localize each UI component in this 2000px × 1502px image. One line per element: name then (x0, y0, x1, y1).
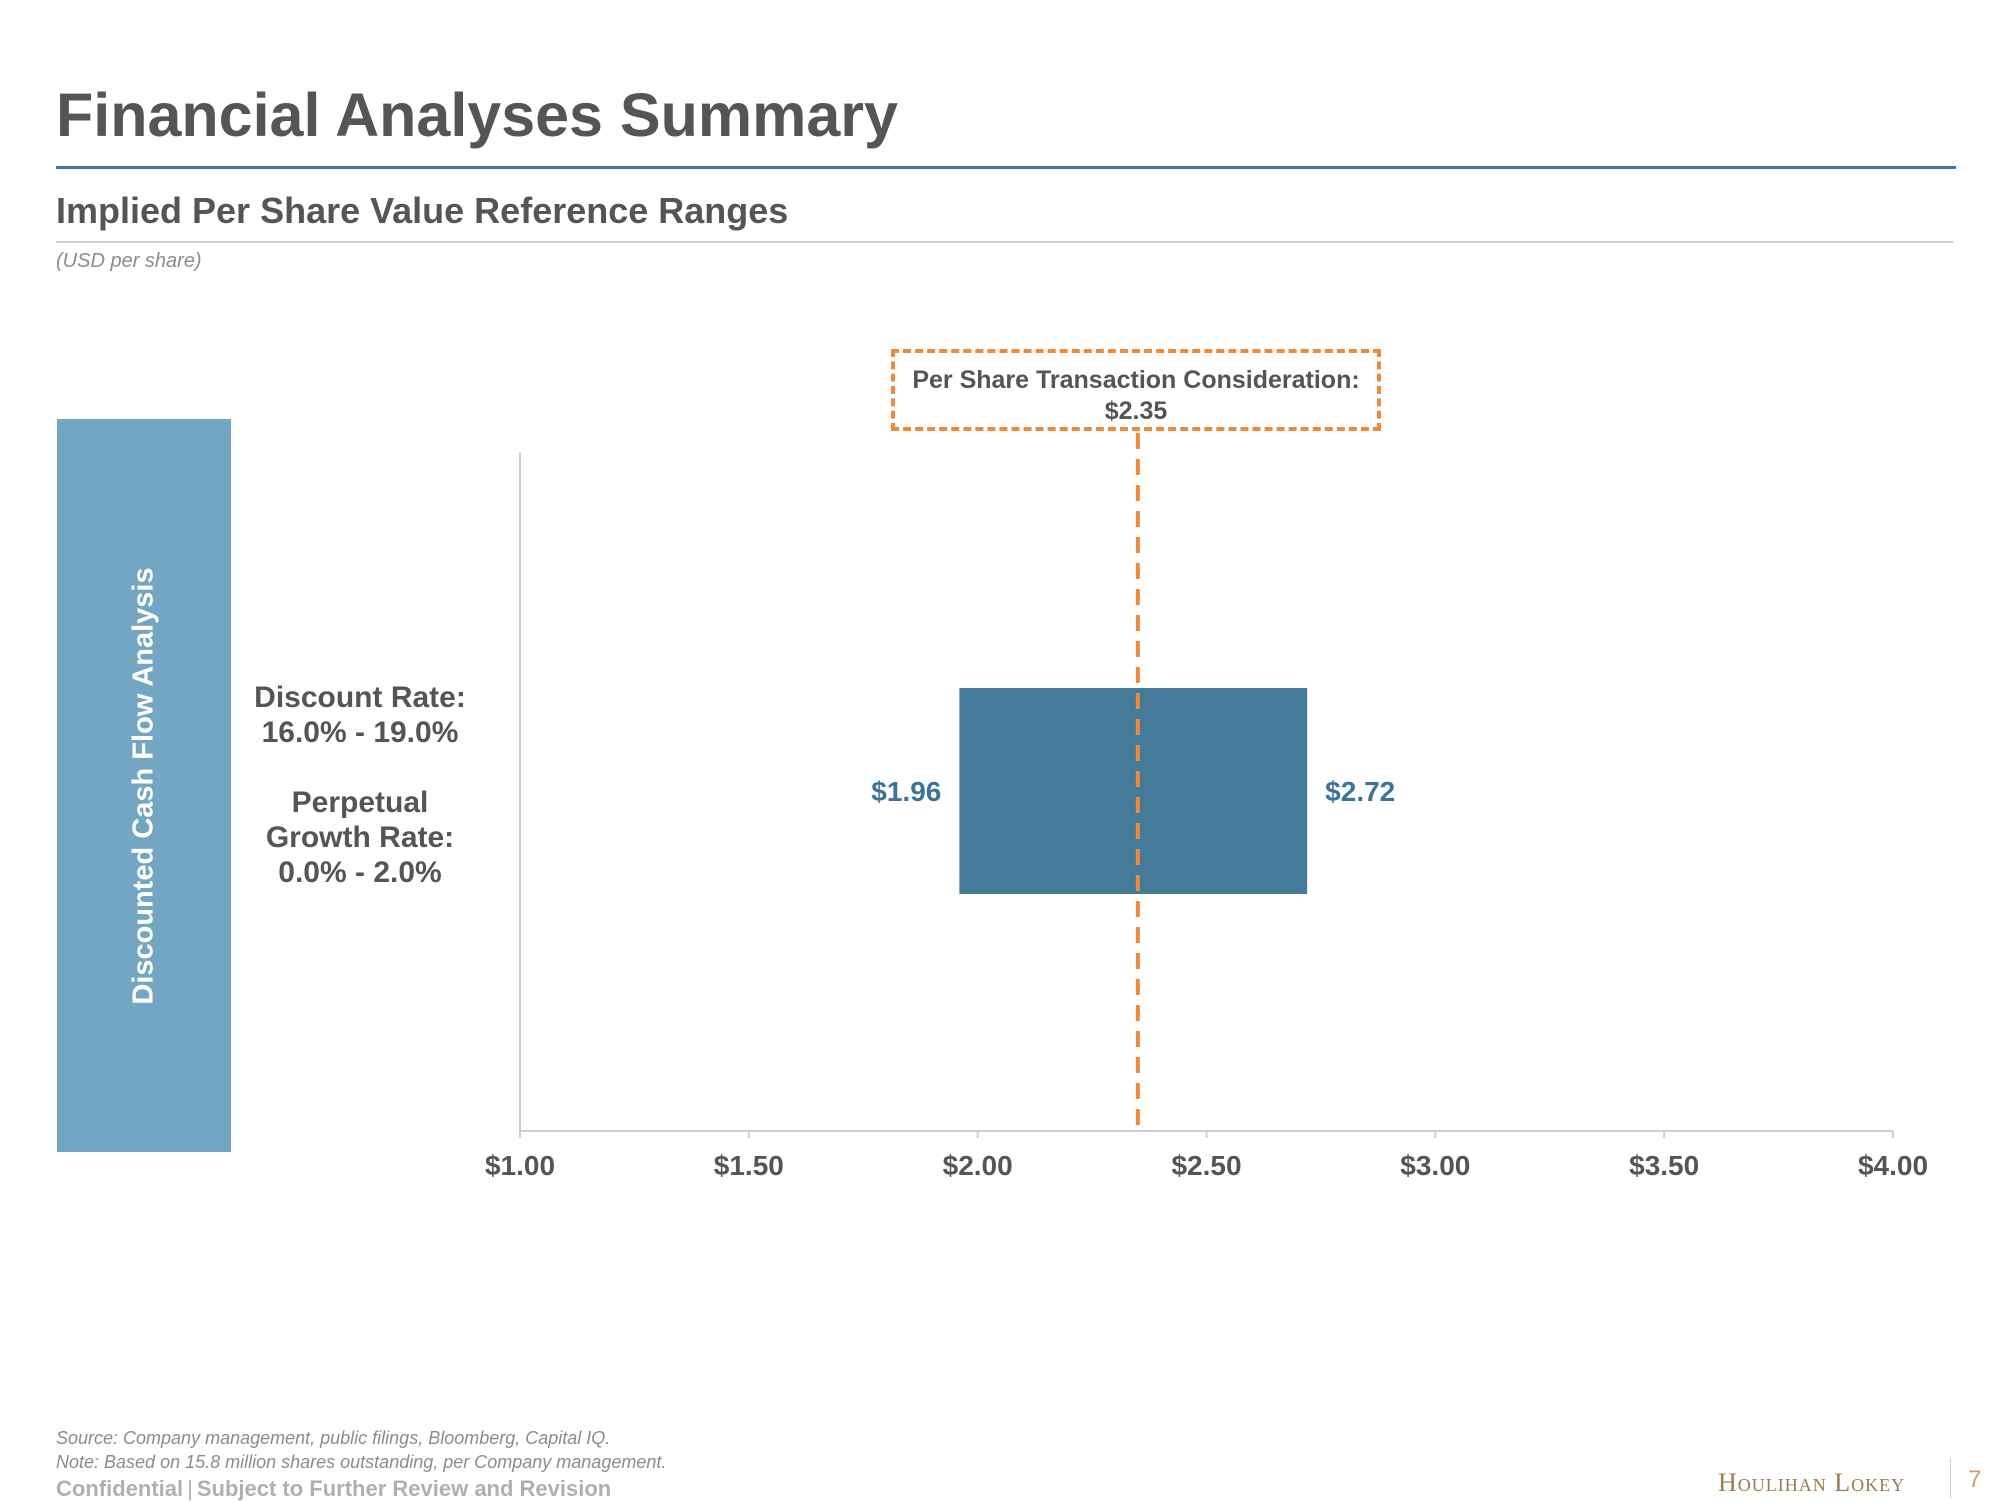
confidential-label: Confidential (56, 1476, 184, 1501)
review-label: Subject to Further Review and Revision (196, 1476, 612, 1501)
discount-rate-value: 16.0% - 19.0% (261, 716, 459, 749)
transaction-consideration-box: Per Share Transaction Consideration: $2.… (891, 349, 1381, 431)
range-bar (959, 688, 1308, 894)
confidentiality-notice: Confidential | Subject to Further Review a… (56, 1476, 611, 1502)
subtitle-divider (56, 241, 1953, 243)
units-note: (USD per share) (56, 250, 202, 272)
transaction-consideration-label: Per Share Transaction Consideration: (912, 366, 1360, 394)
growth-rate-label-2: Growth Rate: (265, 821, 455, 854)
x-tick-label: $1.00 (485, 1150, 555, 1181)
title-divider (56, 166, 1956, 169)
growth-rate-value: 0.0% - 2.0% (278, 856, 442, 889)
footer-separator: | (187, 1476, 193, 1501)
shares-note: Note: Based on 15.8 million shares outst… (56, 1452, 667, 1472)
page-number-divider (1950, 1458, 1951, 1498)
range-high-label: $2.72 (1325, 776, 1395, 807)
x-tick-label: $1.50 (714, 1150, 784, 1181)
x-tick-label: $4.00 (1858, 1150, 1928, 1181)
discount-rate-label: Discount Rate: (254, 681, 466, 714)
x-tick-label: $3.00 (1400, 1150, 1470, 1181)
section-subtitle: Implied Per Share Value Reference Ranges (56, 190, 789, 231)
growth-rate-label-1: Perpetual (291, 786, 429, 819)
footnotes: Source: Company management, public filin… (56, 1426, 666, 1474)
range-low-label: $1.96 (871, 776, 941, 807)
methodology-parameters: Discount Rate: 16.0% - 19.0% Perpetual G… (230, 680, 490, 890)
x-tick-label: $2.00 (943, 1150, 1013, 1181)
methodology-panel: Discounted Cash Flow Analysis (57, 419, 231, 1152)
page-number: 7 (1968, 1466, 1982, 1493)
page-title: Financial Analyses Summary (56, 81, 898, 149)
source-note: Source: Company management, public filin… (56, 1428, 611, 1448)
x-tick-label: $2.50 (1171, 1150, 1241, 1181)
company-logo: Houlihan Lokey (1718, 1468, 1906, 1497)
transaction-consideration-value: $2.35 (1104, 397, 1168, 425)
x-tick-label: $3.50 (1629, 1150, 1699, 1181)
